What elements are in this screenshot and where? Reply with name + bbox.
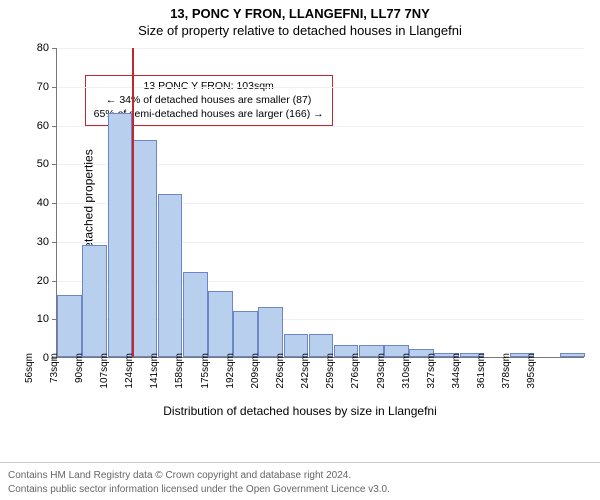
x-tick-label: 378sqm	[501, 353, 512, 403]
plot-region: 13 PONC Y FRON: 103sqm ← 34% of detached…	[56, 48, 584, 358]
histogram-bar	[158, 194, 183, 357]
y-tick-label: 30	[37, 236, 49, 248]
y-tick	[52, 242, 57, 243]
chart-subtitle: Size of property relative to detached ho…	[0, 21, 600, 38]
y-tick-label: 20	[37, 275, 49, 287]
x-tick-label: 192sqm	[225, 353, 236, 403]
chart-area: Number of detached properties 13 PONC Y …	[0, 42, 600, 422]
y-tick-label: 40	[37, 197, 49, 209]
histogram-bar	[560, 353, 585, 357]
x-tick-label: 226sqm	[275, 353, 286, 403]
chart-title-address: 13, PONC Y FRON, LLANGEFNI, LL77 7NY	[0, 0, 600, 21]
histogram-bar	[258, 307, 283, 357]
x-tick-label: 327sqm	[426, 353, 437, 403]
y-tick-label: 60	[37, 120, 49, 132]
histogram-bar	[108, 113, 133, 357]
x-tick-label: 361sqm	[476, 353, 487, 403]
footer-line-2: Contains public sector information licen…	[8, 483, 592, 497]
x-tick-label: 242sqm	[300, 353, 311, 403]
gridline	[57, 126, 584, 127]
y-tick	[52, 87, 57, 88]
x-tick-label: 276sqm	[350, 353, 361, 403]
y-tick	[52, 164, 57, 165]
y-tick-label: 70	[37, 81, 49, 93]
x-tick-label: 124sqm	[124, 353, 135, 403]
footer: Contains HM Land Registry data © Crown c…	[0, 462, 600, 496]
histogram-bar	[57, 295, 82, 357]
x-tick-label: 310sqm	[401, 353, 412, 403]
y-tick	[52, 48, 57, 49]
y-tick-label: 80	[37, 42, 49, 54]
y-tick	[52, 319, 57, 320]
x-tick-label: 158sqm	[174, 353, 185, 403]
x-tick-label: 141sqm	[149, 353, 160, 403]
x-tick-label: 90sqm	[74, 353, 85, 403]
y-tick	[52, 281, 57, 282]
histogram-bar	[208, 291, 233, 357]
callout-line-2: ← 34% of detached houses are smaller (87…	[94, 93, 324, 107]
x-tick-label: 259sqm	[325, 353, 336, 403]
y-tick	[52, 203, 57, 204]
x-tick-label: 344sqm	[451, 353, 462, 403]
x-tick-label: 293sqm	[376, 353, 387, 403]
gridline	[57, 48, 584, 49]
y-tick	[52, 126, 57, 127]
histogram-bar	[82, 245, 107, 357]
x-tick-label: 56sqm	[24, 353, 35, 403]
histogram-bar	[133, 140, 158, 357]
histogram-bar	[233, 311, 258, 358]
x-tick-label: 175sqm	[200, 353, 211, 403]
y-tick-label: 10	[37, 313, 49, 325]
x-tick-label: 73sqm	[49, 353, 60, 403]
property-marker-line	[132, 48, 134, 357]
y-tick-label: 50	[37, 158, 49, 170]
x-tick-label: 107sqm	[99, 353, 110, 403]
x-tick-label: 209sqm	[250, 353, 261, 403]
gridline	[57, 87, 584, 88]
footer-line-1: Contains HM Land Registry data © Crown c…	[8, 469, 592, 483]
histogram-bar	[183, 272, 208, 357]
x-tick-label: 395sqm	[526, 353, 537, 403]
x-axis-label: Distribution of detached houses by size …	[0, 404, 600, 418]
